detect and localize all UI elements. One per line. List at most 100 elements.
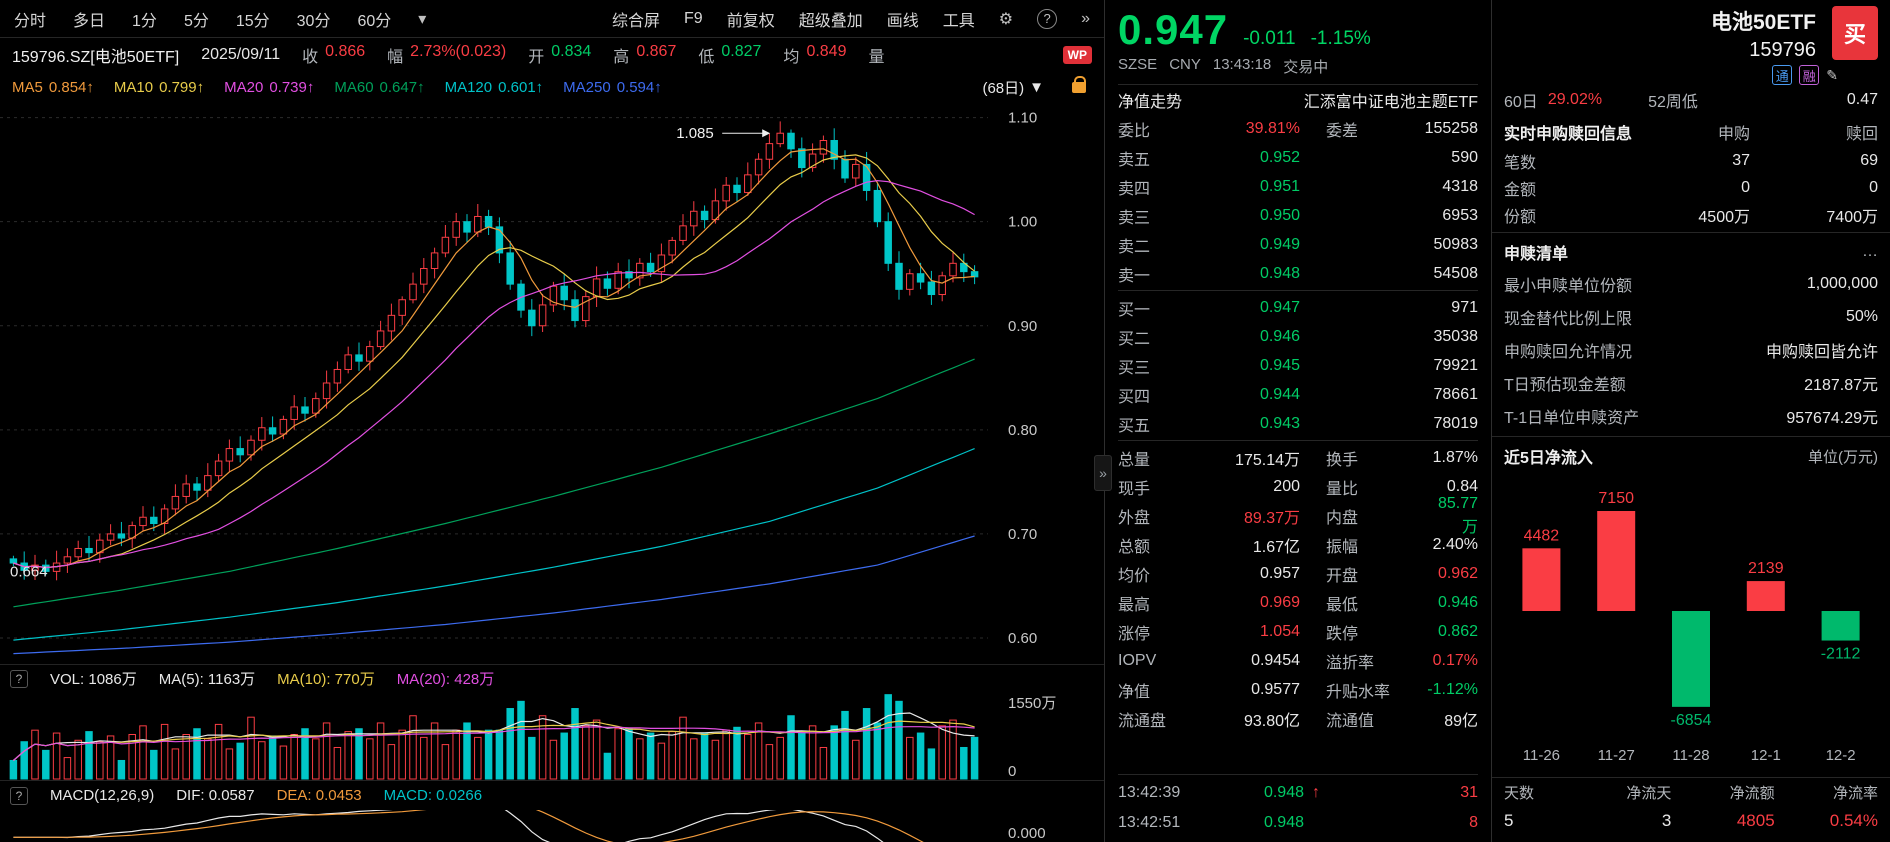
flow-summary-values: 5 3 4805 0.54%	[1504, 811, 1878, 830]
menu-super-overlay[interactable]: 超级叠加	[798, 12, 863, 30]
edit-icon[interactable]: ✎	[1826, 66, 1838, 83]
list-row: 现金替代比例上限 50%	[1504, 307, 1878, 328]
flow-unit-label: 单位(万元)	[1808, 448, 1878, 466]
wp-badge[interactable]: WP	[1062, 46, 1092, 64]
menu-f9[interactable]: F9	[684, 9, 703, 27]
market-status: 交易中	[1283, 59, 1329, 76]
flow-section-header: 近5日净流入 单位(万元)	[1504, 441, 1878, 471]
gear-icon[interactable]: ⚙	[998, 10, 1014, 28]
volume-hud: ? VOL: 1086万 MA(5): 1163万 MA(10): 770万 M…	[0, 664, 1104, 692]
ask-row[interactable]: 卖四 0.951 4318	[1118, 177, 1478, 198]
svg-text:7150: 7150	[1598, 490, 1634, 507]
ma120-value: MA120 0.601↑	[444, 78, 544, 96]
flow-summary: 天数 净流天 净流额 净流率 5 3 4805 0.54%	[1492, 773, 1890, 836]
field-low: 低 0.827	[698, 43, 762, 66]
period-dropdown-icon[interactable]: ▾	[418, 10, 427, 28]
currency-label: CNY	[1169, 56, 1201, 73]
subscribe-section-header: 实时申购赎回信息 申购 赎回	[1504, 126, 1878, 143]
period-tab-15min[interactable]: 15分	[235, 12, 270, 30]
menu-tools[interactable]: 工具	[942, 12, 975, 30]
period-tab-timeshare[interactable]: 分时	[14, 12, 47, 30]
symbol-label: 159796.SZ[电池50ETF]	[12, 49, 180, 66]
ask-row[interactable]: 卖三 0.950 6953	[1118, 206, 1478, 227]
volume-chart[interactable]: 1550万 0	[0, 692, 1104, 780]
list-row: T-1日单位申赎资产 957674.29元	[1504, 409, 1878, 427]
bid-row[interactable]: 买二 0.946 35038	[1118, 327, 1478, 348]
help-icon[interactable]: ?	[1037, 8, 1058, 29]
list-row: 最小申赎单位份额 1,000,000	[1504, 274, 1878, 295]
stat-row: 总额 1.67亿 振幅 2.40%	[1118, 535, 1478, 556]
stat-row: 涨停 1.054 跌停 0.862	[1118, 622, 1478, 643]
period-tab-multiday[interactable]: 多日	[73, 12, 106, 30]
macd-value: MACD: 0.0266	[383, 787, 483, 804]
menu-forward-adjust[interactable]: 前复权	[726, 12, 775, 30]
ask-row[interactable]: 卖五 0.952 590	[1118, 148, 1478, 169]
price-block: 0.947 -0.011 -1.15%	[1118, 6, 1478, 54]
stat-row: IOPV 0.9454 溢折率 0.17%	[1118, 651, 1478, 672]
field-volume: 量	[868, 49, 885, 66]
svg-text:0.70: 0.70	[1008, 526, 1037, 543]
svg-text:1550万: 1550万	[1008, 695, 1056, 712]
macd-chart[interactable]: 0.000	[0, 810, 1104, 842]
svg-text:2139: 2139	[1748, 560, 1784, 577]
field-avg: 均 0.849	[783, 43, 847, 66]
macd-dif: DIF: 0.0587	[176, 787, 255, 804]
lock-icon[interactable]	[1072, 75, 1086, 93]
tick-list[interactable]: 13:42:39 0.948 ↑ 31 13:42:51 0.948 8	[1118, 774, 1478, 838]
stat-row: 外盘 89.37万 内盘 85.77万	[1118, 494, 1478, 536]
buy-button[interactable]: 买	[1832, 6, 1878, 60]
ma10-value: MA10 0.799↑	[113, 78, 205, 96]
period-tab-60min[interactable]: 60分	[357, 12, 392, 30]
price-change-pct: -1.15%	[1310, 28, 1371, 49]
ask-row[interactable]: 卖二 0.949 50983	[1118, 235, 1478, 256]
subscribe-row: 金额 0 0	[1504, 178, 1878, 199]
stat-row: 总量 175.14万 换手 1.87%	[1118, 448, 1478, 469]
flow-bar-chart[interactable]: 4482 7150 -6854 2139 -2112	[1504, 471, 1878, 743]
visible-range-selector[interactable]: (68日) ▼	[982, 78, 1044, 97]
orderbook-divider	[1118, 440, 1478, 441]
bid-row[interactable]: 买三 0.945 79921	[1118, 356, 1478, 377]
last-price: 0.947	[1118, 6, 1229, 53]
exchange-label: SZSE	[1118, 56, 1158, 73]
macd-help-icon[interactable]: ?	[10, 786, 28, 805]
menu-draw-line[interactable]: 画线	[886, 12, 919, 30]
weicha-value: 155258	[1424, 119, 1478, 137]
tick-row: 13:42:39 0.948 ↑ 31	[1118, 784, 1478, 801]
more-icon[interactable]: …	[1862, 243, 1878, 260]
collapse-panel-handle[interactable]: »	[1094, 455, 1112, 491]
svg-text:0.000: 0.000	[1008, 825, 1046, 842]
bid-row[interactable]: 买四 0.944 78661	[1118, 385, 1478, 406]
bid-row[interactable]: 买一 0.947 971	[1118, 298, 1478, 319]
stat-row: 均价 0.957 开盘 0.962	[1118, 564, 1478, 585]
menu-composite-screen[interactable]: 综合屏	[612, 12, 661, 30]
quote-panel: 0.947 -0.011 -1.15% SZSE CNY 13:43:18 交易…	[1105, 0, 1492, 842]
main-candlestick-chart[interactable]: 1.10 1.00 0.90 0.80 0.70 0.60 1.085 0.664	[0, 102, 1104, 664]
svg-text:4482: 4482	[1524, 527, 1560, 544]
period-tab-30min[interactable]: 30分	[296, 12, 331, 30]
top-toolbar: 分时 多日 1分 5分 15分 30分 60分 ▾ 综合屏 F9 前复权 超级叠…	[0, 0, 1104, 38]
fund-name: 汇添富中证电池主题ETF	[1303, 93, 1478, 111]
bid-row[interactable]: 买五 0.943 78019	[1118, 414, 1478, 435]
svg-text:-6854: -6854	[1671, 712, 1712, 729]
field-close: 收 0.866	[302, 43, 366, 66]
ma5-value: MA5 0.854↑	[12, 78, 94, 96]
chevron-down-icon: ▼	[1029, 78, 1044, 96]
svg-text:1.10: 1.10	[1008, 110, 1037, 127]
period-tabs: 分时 多日 1分 5分 15分 30分 60分 ▾	[14, 7, 426, 31]
instrument-header: 电池50ETF 159796 买	[1504, 6, 1878, 62]
ma20-value: MA20 0.739↑	[224, 78, 315, 96]
ma-indicator-bar: MA5 0.854↑ MA10 0.799↑ MA20 0.739↑ MA60 0.64…	[0, 72, 1104, 102]
toolbar-collapse-icon[interactable]: »	[1081, 9, 1090, 27]
range-stats-row: 60日 29.02% 52周低 0.47	[1504, 91, 1878, 111]
ma60-value: MA60 0.647↑	[334, 78, 425, 96]
svg-text:0.664: 0.664	[10, 563, 48, 580]
nav-trend-link[interactable]: 净值走势	[1118, 93, 1183, 111]
period-tab-1min[interactable]: 1分	[132, 12, 157, 30]
rong-badge: 融	[1799, 65, 1820, 85]
vol-help-icon[interactable]: ?	[10, 669, 28, 688]
stat-row: 流通盘 93.80亿 流通值 89亿	[1118, 712, 1478, 730]
stat-row: 最高 0.969 最低 0.946	[1118, 593, 1478, 614]
period-tab-5min[interactable]: 5分	[183, 12, 209, 30]
ask-row[interactable]: 卖一 0.948 54508	[1118, 264, 1478, 285]
